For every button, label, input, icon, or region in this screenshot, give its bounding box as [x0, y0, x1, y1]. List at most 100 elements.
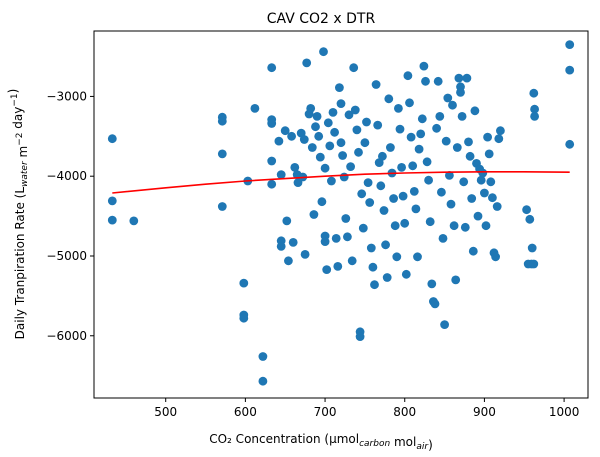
data-point	[527, 243, 537, 253]
data-point	[460, 222, 470, 232]
data-point	[239, 278, 249, 288]
data-point	[530, 112, 539, 121]
data-point	[565, 139, 575, 149]
data-point	[347, 256, 357, 266]
data-point	[425, 217, 435, 227]
data-point	[267, 63, 277, 73]
data-point	[129, 216, 139, 226]
y-axis-label: Daily Tranpiration Rate (Lwater m−2 day−…	[6, 89, 30, 340]
data-point	[333, 262, 343, 271]
data-point	[427, 279, 437, 289]
data-point	[389, 194, 398, 203]
data-point	[468, 246, 478, 256]
data-point	[483, 132, 492, 142]
data-point	[341, 214, 351, 223]
data-point	[486, 177, 496, 187]
data-point	[339, 172, 349, 182]
data-point	[239, 313, 249, 323]
data-point	[315, 152, 325, 162]
data-point	[280, 126, 290, 136]
data-point	[327, 176, 336, 186]
plot-area	[107, 40, 575, 386]
data-point	[378, 151, 387, 161]
plot-frame	[93, 30, 589, 399]
data-point	[217, 149, 227, 159]
data-point	[287, 131, 296, 141]
data-point	[467, 194, 477, 203]
data-point	[300, 250, 310, 259]
data-point	[331, 234, 341, 243]
data-point	[386, 143, 395, 152]
data-point	[107, 215, 117, 225]
data-point	[320, 163, 330, 173]
data-point	[349, 63, 359, 73]
data-point	[336, 138, 346, 148]
data-point	[449, 221, 459, 231]
data-point	[267, 156, 277, 166]
data-point	[338, 151, 347, 160]
data-point	[379, 206, 389, 215]
data-point	[282, 216, 292, 226]
x-tick-label: 900	[473, 405, 496, 419]
data-point	[530, 104, 539, 114]
data-point	[384, 94, 394, 104]
data-point	[307, 143, 317, 152]
data-point	[484, 149, 494, 159]
y-tick-label: −5000	[46, 249, 87, 263]
data-point	[352, 125, 362, 135]
data-point	[392, 252, 402, 262]
data-point	[446, 199, 456, 209]
data-point	[403, 71, 413, 81]
data-point	[470, 106, 480, 116]
chart-title: CAV CO2 x DTR	[267, 11, 376, 27]
data-point	[413, 252, 422, 262]
data-point	[476, 175, 486, 185]
data-point	[398, 191, 408, 201]
data-point	[368, 262, 378, 272]
data-point	[525, 214, 535, 224]
data-point	[451, 275, 461, 285]
data-point	[478, 168, 488, 178]
data-point	[438, 234, 448, 243]
data-point	[481, 221, 491, 231]
data-point	[496, 126, 505, 136]
data-point	[363, 178, 373, 188]
data-point	[274, 136, 284, 146]
data-point	[491, 252, 500, 262]
data-point	[276, 242, 286, 251]
data-point	[371, 80, 381, 89]
data-point	[411, 204, 421, 214]
y-tick-label: −4000	[46, 169, 87, 183]
data-point	[414, 144, 424, 154]
data-point	[354, 147, 363, 157]
data-point	[565, 65, 575, 75]
data-point	[107, 196, 117, 206]
data-point	[314, 131, 324, 141]
data-point	[397, 163, 406, 172]
data-point	[401, 269, 411, 279]
data-point	[258, 352, 268, 361]
data-point	[370, 280, 379, 290]
axes: 500 600 700 800 900 1000 −6000 −5000 −4000 −3000	[46, 30, 589, 419]
data-point	[457, 112, 467, 121]
data-point	[417, 114, 427, 124]
data-point	[381, 240, 390, 250]
data-point	[406, 132, 416, 142]
data-point	[435, 112, 445, 121]
data-point	[394, 104, 403, 113]
data-point	[437, 187, 446, 197]
data-point	[419, 61, 429, 71]
data-point	[382, 273, 392, 282]
fit-line	[112, 171, 570, 194]
data-point	[400, 218, 410, 228]
data-point	[350, 105, 360, 115]
data-point	[328, 108, 338, 117]
data-point	[258, 376, 268, 386]
data-point	[459, 177, 469, 187]
data-point	[325, 141, 335, 151]
data-point	[344, 110, 354, 120]
data-point	[317, 197, 327, 207]
data-point	[107, 134, 117, 144]
